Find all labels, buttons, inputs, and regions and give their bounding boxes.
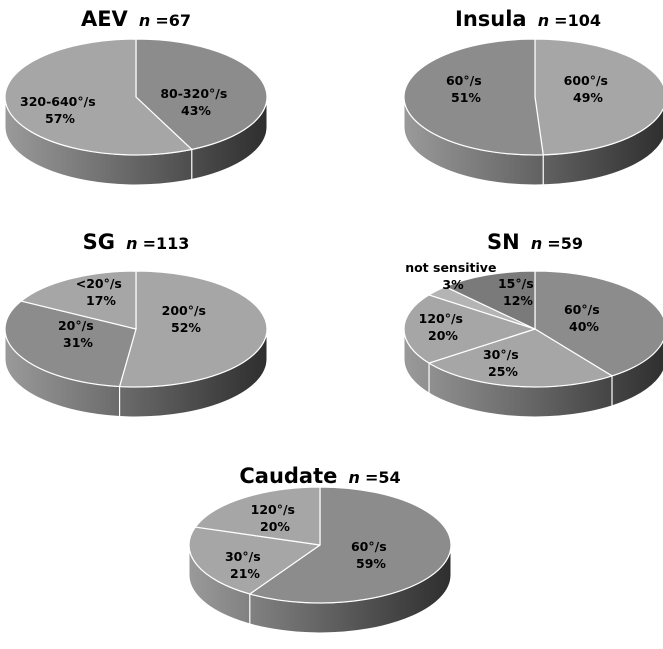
pie-insula-title: Insula n =104 [455,7,601,31]
pie-aev-title-name: AEV [81,7,129,31]
pie-sg-title: SG n =113 [83,230,190,254]
pie-caudate: Caudate n =54 60°/s 59% 30°/s 21% 120°/s… [188,464,452,634]
pie-insula-slice-2 [403,38,544,156]
pie-sn-title: SN n =59 [487,230,583,254]
pie-sg: SG n =113 200°/s 52% 20°/s 31% <20°/s 17… [4,230,268,418]
pie-sn-slice-percent-3: 20% [428,328,458,343]
pie-sg-slice-3 [20,270,137,330]
pie-sn-slice-label-3: 120°/s 20% [419,311,468,343]
pie-sg-slice-name-3: <20°/s [76,276,122,291]
pie-sg-slice-1 [118,270,268,388]
pie-sn-slice-name-5: 15°/s [498,276,534,291]
pie-caudate-slice-name-3: 120°/s [251,502,295,517]
pie-sn-slice-5 [444,270,536,330]
pie-insula-slice-name-2: 60°/s [446,73,482,88]
pie-caudate-slice-label-3: 120°/s 20% [251,502,300,534]
pie-sn-title-name: SN [487,230,520,254]
pie-insula-slice-percent-2: 51% [451,90,481,105]
pie-sn-slice-percent-1: 40% [569,319,599,334]
pie-sn-slice-percent-4: 3% [442,277,464,292]
pie-caudate-slice-2 [188,526,321,595]
pie-sn: SN n =59 60°/s 40% 30°/s 25% 120°/s 20% … [403,230,663,418]
pie-sn-slice-1 [534,270,663,377]
pie-caudate-slice-percent-2: 21% [230,566,260,581]
pie-sn-slice-3 [403,294,536,364]
pie-insula-title-n-symbol: n [538,11,549,30]
pie-sg-slice-percent-2: 31% [63,335,93,350]
pie-sn-slice-label-5: 15°/s 12% [498,276,538,308]
pie-aev-slice-1 [135,38,268,151]
pie-sg-title-n-value: =113 [143,234,190,253]
pie-sg-title-name: SG [83,230,115,254]
pie-caudate-slice-name-2: 30°/s [225,549,261,564]
pie-caudate-title-name: Caudate [239,464,337,488]
pie-insula-slice-percent-1: 49% [573,90,603,105]
pie-sn-slice-percent-2: 25% [488,364,518,379]
pie-aev-slice-name-2: 320-640°/s [20,94,96,109]
pie-caudate-slice-1 [249,486,452,604]
pie-insula-slice-1 [534,38,663,156]
pie-sn-slice-name-1: 60°/s [564,302,600,317]
pie-aev-slice-2 [4,38,193,156]
pie-caudate-slice-percent-1: 59% [356,556,386,571]
pie-sg-slice-percent-3: 17% [86,293,116,308]
pie-caudate-title: Caudate n =54 [239,464,400,488]
pie-sn-slice-label-2: 30°/s 25% [483,347,523,379]
pie-sn-slice-label-4: not sensitive 3% [405,260,501,292]
pie-aev-title-n-value: =67 [155,11,191,30]
pie-aev-slice-name-1: 80-320°/s [160,86,227,101]
pie-insula-title-n-value: =104 [554,11,601,30]
pie-caudate-title-n-value: =54 [365,468,401,487]
pie-sn-slice-name-2: 30°/s [483,347,519,362]
pie-insula-slice-name-1: 600°/s [564,73,608,88]
pie-sg-slice-percent-1: 52% [171,320,201,335]
pie-sg-slice-label-1: 200°/s 52% [162,303,211,335]
pie-caudate-slice-name-1: 60°/s [351,539,387,554]
pie-aev-title: AEV n =67 [81,7,191,31]
pie-caudate-slice-label-2: 30°/s 21% [225,549,265,581]
pie-caudate-slice-3 [194,486,321,546]
pie-insula-title-name: Insula [455,7,527,31]
pie-sg-title-n-symbol: n [126,234,137,253]
pie-aev: AEV n =67 80-320°/s 43% 320-640°/s 57% [4,7,268,186]
pie-insula-slice-label-2: 60°/s 51% [446,73,486,105]
pie-sn-title-n-value: =59 [547,234,583,253]
pie-sg-slice-name-1: 200°/s [162,303,206,318]
pie-sn-slice-percent-5: 12% [503,293,533,308]
pie-sn-slice-name-3: 120°/s [419,311,463,326]
pie-insula: Insula n =104 600°/s 49% 60°/s 51% [403,7,663,186]
pie-aev-slice-percent-1: 43% [181,103,211,118]
pie-caudate-slice-percent-3: 20% [260,519,290,534]
pie-sn-slice-label-1: 60°/s 40% [564,302,604,334]
pie-sn-slice-name-4: not sensitive [405,260,496,275]
pie-sn-title-n-symbol: n [531,234,542,253]
pie-caudate-body [188,486,452,634]
pie-sg-slice-2 [4,300,137,388]
pie-insula-slice-label-1: 600°/s 49% [564,73,613,105]
pie-aev-slice-percent-2: 57% [45,111,75,126]
pie-caudate-title-n-symbol: n [348,468,359,487]
pie-insula-body [403,38,663,186]
pie-sn-body [403,270,663,418]
pie-aev-body [4,38,268,186]
pie-aev-title-n-symbol: n [139,11,150,30]
pie-sn-slice-2 [428,328,613,388]
pie-sg-slice-label-3: <20°/s 17% [76,276,126,308]
pie-sg-slice-name-2: 20°/s [58,318,94,333]
pie-caudate-slice-label-1: 60°/s 59% [351,539,391,571]
pie-sg-slice-label-2: 20°/s 31% [58,318,98,350]
pie-aev-slice-label-2: 320-640°/s 57% [20,94,100,126]
pie-sg-body [4,270,268,418]
pie-aev-slice-label-1: 80-320°/s 43% [160,86,231,118]
